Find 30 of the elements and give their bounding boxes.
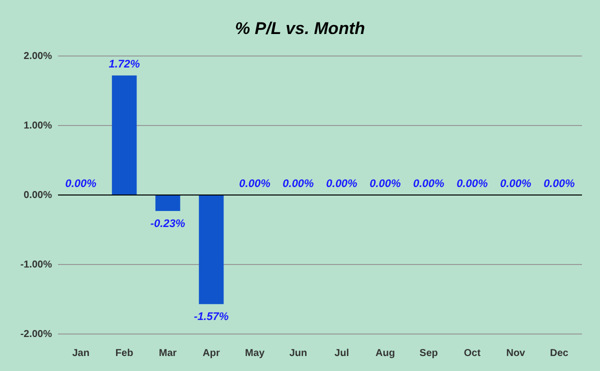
x-tick-label: Jul <box>334 348 350 360</box>
x-tick-label: Jan <box>72 348 90 360</box>
x-tick-label: Aug <box>376 348 395 360</box>
x-tick-label: Dec <box>550 348 569 360</box>
data-label: 0.00% <box>326 178 358 190</box>
y-tick-label: 0.00% <box>24 190 52 202</box>
data-label: 0.00% <box>65 178 97 190</box>
data-label: 1.72% <box>108 58 140 70</box>
data-label: 0.00% <box>500 178 532 190</box>
data-label: 0.00% <box>456 178 488 190</box>
y-tick-label: 1.00% <box>24 120 52 132</box>
data-label: -0.23% <box>150 218 186 230</box>
y-tick-label: 2.00% <box>24 51 52 62</box>
data-label: 0.00% <box>413 178 445 190</box>
x-tick-label: Sep <box>420 348 438 360</box>
x-tick-label: Nov <box>506 348 526 360</box>
x-tick-label: Jun <box>289 348 308 360</box>
data-label: 0.00% <box>239 178 271 190</box>
x-tick-label: Oct <box>464 348 482 360</box>
x-tick-label: Feb <box>115 348 134 360</box>
y-tick-label: -2.00% <box>20 329 52 340</box>
data-label: 0.00% <box>544 178 575 190</box>
x-tick-label: Mar <box>158 348 177 360</box>
x-tick-label: May <box>245 348 265 360</box>
x-tick-label: Apr <box>202 348 220 360</box>
data-label: 0.00% <box>282 178 314 190</box>
chart-title: % P/L vs. Month <box>234 19 366 38</box>
data-label: -1.57% <box>194 311 229 324</box>
y-tick-label: -1.00% <box>20 260 52 271</box>
data-label: 0.00% <box>370 178 402 190</box>
